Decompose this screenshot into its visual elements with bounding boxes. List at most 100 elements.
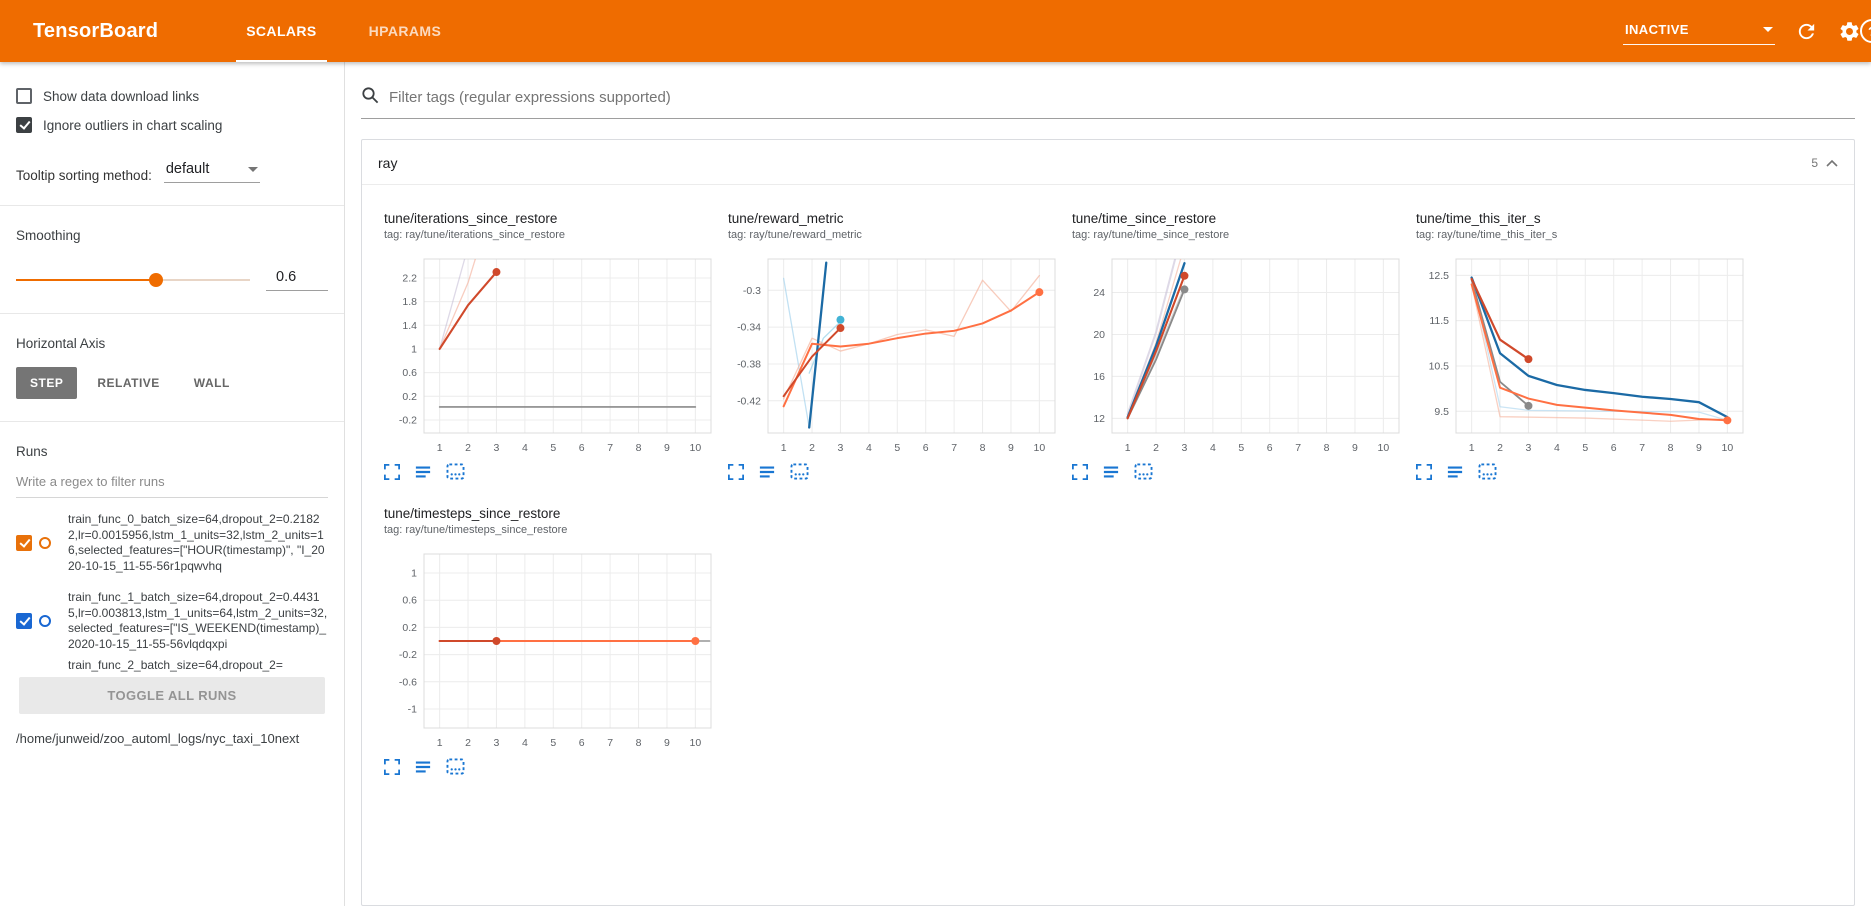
tab-hparams[interactable]: HPARAMS (368, 23, 442, 39)
svg-text:-0.2: -0.2 (399, 414, 417, 426)
smoothing-slider[interactable] (16, 273, 250, 287)
chart-tag: tag: ray/tune/reward_metric (728, 229, 862, 241)
tooltip-sorting-label: Tooltip sorting method: (16, 168, 152, 183)
svg-text:6: 6 (1267, 442, 1273, 454)
horizontal-axis-group: STEP RELATIVE WALL (16, 367, 328, 399)
pin-chart-icon[interactable] (1134, 463, 1153, 480)
expand-chart-icon[interactable] (1416, 463, 1432, 480)
svg-text:0.2: 0.2 (402, 622, 417, 634)
status-dropdown[interactable]: INACTIVE (1623, 17, 1775, 45)
smoothing-value-input[interactable]: 0.6 (266, 269, 328, 291)
axis-button-relative[interactable]: RELATIVE (97, 376, 160, 390)
chart-tag: tag: ray/tune/iterations_since_restore (384, 229, 565, 241)
svg-text:1: 1 (437, 737, 443, 749)
run-list-item[interactable]: train_func_2_batch_size=64,dropout_2= (16, 658, 328, 673)
svg-text:3: 3 (494, 442, 500, 454)
slider-fill (16, 279, 157, 281)
svg-text:8: 8 (636, 442, 642, 454)
svg-text:8: 8 (636, 737, 642, 749)
svg-text:0.6: 0.6 (402, 367, 417, 379)
axis-button-step[interactable]: STEP (16, 367, 78, 399)
chart-plot[interactable]: 1 2 3 4 5 6 7 8 9 10 9.5 10.5 11.5 12.5 (1414, 251, 1749, 459)
svg-text:1: 1 (1125, 442, 1131, 454)
chart-actions (1416, 463, 1758, 480)
svg-text:1: 1 (411, 343, 417, 355)
scalar-chart-card: tune/timesteps_since_restore tag: ray/tu… (382, 494, 726, 775)
chart-title: tune/time_since_restore (1072, 211, 1217, 226)
chart-actions (728, 463, 1070, 480)
main-content: ray 5 tune/iterations_since_restore tag:… (345, 62, 1871, 906)
svg-text:4: 4 (522, 737, 528, 749)
search-icon (361, 86, 379, 109)
tooltip-sorting-row: Tooltip sorting method: default (16, 161, 328, 183)
scalar-chart-card: tune/time_this_iter_s tag: ray/tune/time… (1414, 199, 1758, 480)
run-selector-icon[interactable] (415, 759, 431, 775)
expand-chart-icon[interactable] (384, 463, 400, 480)
runs-label: Runs (16, 444, 48, 459)
svg-text:-0.42: -0.42 (737, 395, 761, 407)
run-selector-icon[interactable] (1447, 464, 1463, 480)
expand-chart-icon[interactable] (1072, 463, 1088, 480)
svg-text:0.2: 0.2 (402, 391, 417, 403)
chevron-down-icon (1763, 27, 1773, 32)
expand-chart-icon[interactable] (728, 463, 744, 480)
gear-icon[interactable] (1838, 20, 1861, 43)
svg-text:4: 4 (1554, 442, 1560, 454)
svg-text:-0.6: -0.6 (399, 676, 417, 688)
refresh-icon[interactable] (1795, 20, 1818, 43)
pin-chart-icon[interactable] (1478, 463, 1497, 480)
tag-group-header[interactable]: ray 5 (362, 140, 1854, 185)
scalar-chart-card: tune/reward_metric tag: ray/tune/reward_… (726, 199, 1070, 480)
run-selector-icon[interactable] (759, 464, 775, 480)
tag-filter-input[interactable] (389, 89, 1855, 106)
status-dropdown-value: INACTIVE (1625, 22, 1689, 37)
axis-button-wall[interactable]: WALL (193, 376, 230, 390)
run-selector-icon[interactable] (1103, 464, 1119, 480)
pin-chart-icon[interactable] (790, 463, 809, 480)
ignore-outliers-checkbox[interactable]: Ignore outliers in chart scaling (16, 117, 328, 133)
run-checkbox[interactable] (16, 613, 32, 629)
run-list-item[interactable]: train_func_0_batch_size=64,dropout_2=0.2… (16, 502, 328, 580)
svg-text:-0.34: -0.34 (737, 322, 761, 334)
show-download-links-checkbox[interactable]: Show data download links (16, 88, 328, 104)
chart-actions (384, 758, 726, 775)
expand-chart-icon[interactable] (384, 758, 400, 775)
run-checkbox[interactable] (16, 535, 32, 551)
tag-group-card: ray 5 tune/iterations_since_restore tag:… (361, 139, 1855, 906)
chart-plot[interactable]: 1 2 3 4 5 6 7 8 9 10 -0.42 -0.38 -0.34 -0.3 (726, 251, 1061, 459)
svg-text:-0.3: -0.3 (743, 285, 761, 297)
run-list: train_func_0_batch_size=64,dropout_2=0.2… (16, 502, 328, 673)
svg-text:3: 3 (1526, 442, 1532, 454)
pin-chart-icon[interactable] (446, 463, 465, 480)
svg-text:4: 4 (866, 442, 872, 454)
run-list-item[interactable]: train_func_1_batch_size=64,dropout_2=0.4… (16, 580, 328, 658)
log-directory-path: /home/junweid/zoo_automl_logs/nyc_taxi_1… (16, 731, 300, 746)
tooltip-sorting-select[interactable]: default (163, 161, 260, 183)
checkbox-icon (16, 88, 32, 104)
run-isolate-icon[interactable] (39, 615, 51, 627)
tab-scalars[interactable]: SCALARS (220, 0, 342, 62)
svg-text:12: 12 (1093, 413, 1105, 425)
header-actions: INACTIVE (1623, 17, 1871, 45)
run-isolate-icon[interactable] (39, 537, 51, 549)
chart-plot[interactable]: 1 2 3 4 5 6 7 8 9 10 -1 -0.6 -0.2 0.2 0.6 1 (382, 546, 717, 754)
toggle-all-runs-button[interactable]: TOGGLE ALL RUNS (19, 677, 325, 714)
chart-plot[interactable]: 1 2 3 4 5 6 7 8 9 10 -0.2 0.2 0.6 1 1.4 1.8 2.2 (382, 251, 717, 459)
chart-tag: tag: ray/tune/time_this_iter_s (1416, 229, 1558, 241)
svg-text:8: 8 (1668, 442, 1674, 454)
svg-text:5: 5 (894, 442, 900, 454)
slider-thumb[interactable] (149, 273, 164, 287)
svg-text:8: 8 (980, 442, 986, 454)
svg-text:8: 8 (1324, 442, 1330, 454)
svg-text:-0.2: -0.2 (399, 649, 417, 661)
run-selector-icon[interactable] (415, 464, 431, 480)
runs-filter-input[interactable] (16, 465, 328, 498)
svg-text:9: 9 (1696, 442, 1702, 454)
chart-title: tune/reward_metric (728, 211, 844, 226)
pin-chart-icon[interactable] (446, 758, 465, 775)
chevron-up-icon[interactable] (1826, 156, 1838, 170)
header-tabs: SCALARS HPARAMS (220, 0, 467, 62)
chart-actions (1072, 463, 1414, 480)
